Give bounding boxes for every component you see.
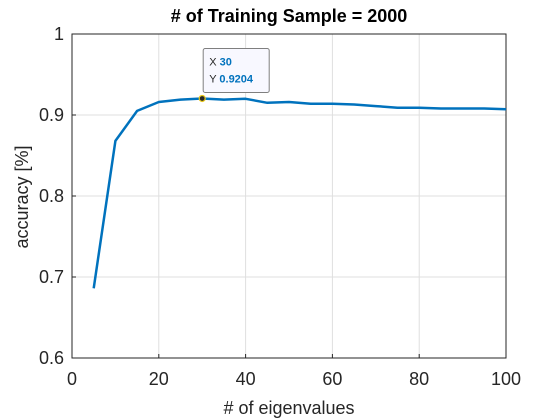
data-tip[interactable]: X 30Y 0.9204 [198,47,270,103]
y-tick-label: 0.6 [39,348,64,368]
chart-title: # of Training Sample = 2000 [171,6,408,26]
y-tick-label: 1 [54,24,64,44]
y-tick-label: 0.8 [39,186,64,206]
datatip-marker[interactable] [198,94,206,103]
plot-area: 0 20 40 60 80 100 0.60.70.80.91 X 30Y 0.9204 [39,24,521,389]
datatip-y-value: 0.9204 [219,73,254,85]
x-tick-label: 80 [409,369,429,389]
datatip-x-label: X [209,56,219,68]
x-tick-labels: 0 20 40 60 80 100 [67,369,521,389]
y-tick-label: 0.9 [39,105,64,125]
datatip-y-label: Y [209,73,219,85]
datatip-x-value: 30 [220,56,232,68]
datatip-y-row: Y 0.9204 [209,73,254,85]
series-line [92,97,507,289]
x-tick-label: 20 [149,369,169,389]
x-tick-label: 40 [236,369,256,389]
y-tick-labels: 0.6 0.7 0.8 0.9 1 [39,24,64,368]
tick-marks [71,33,507,359]
y-tick-label: 0.7 [39,267,64,287]
datatip-x-row: X 30 [209,56,232,68]
x-tick-label: 100 [491,369,521,389]
x-axis-label: # of eigenvalues [223,398,354,418]
series-layer [92,97,507,289]
y-axis-label: accuracy [%] [12,145,32,248]
x-tick-label: 0 [67,369,77,389]
datatip-box [202,47,270,93]
x-tick-label: 60 [322,369,342,389]
